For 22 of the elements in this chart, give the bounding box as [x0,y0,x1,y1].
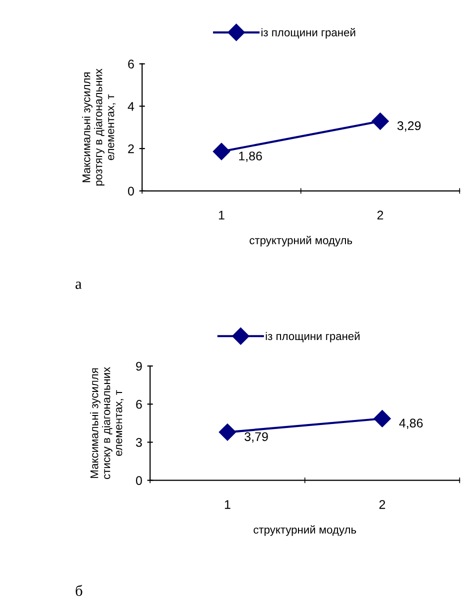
y-tick-label: 4 [128,102,134,111]
data-label: 4,86 [399,418,423,429]
x-axis-title: структурний модуль [250,236,352,246]
legend-label: із площини граней [266,332,360,342]
data-label: 3,79 [244,432,268,443]
text: б [76,584,82,596]
y-tick-label: 0 [136,476,142,485]
y-axis-title: Максимальні зусилля стиску в діагональних елементах, т [90,366,124,480]
y-tick-label: 0 [128,186,134,196]
y-tick-label: 9 [136,362,142,371]
y-tick-label: 6 [128,60,134,68]
text: а [76,282,82,289]
x-axis-title: структурний модуль [254,525,356,536]
y-tick-label: 3 [136,438,142,447]
y-tick-label: 6 [136,400,142,409]
data-label: 1,86 [239,152,262,162]
x-tick-label: 1 [218,210,224,220]
legend-label: із площини граней [261,28,356,39]
data-label: 3,29 [397,121,421,132]
y-tick-label: 2 [128,144,134,154]
x-tick-label: 1 [224,500,230,509]
y-axis-title: Максимальні зусилля розтягу в діагональних елементах, т [82,68,116,186]
